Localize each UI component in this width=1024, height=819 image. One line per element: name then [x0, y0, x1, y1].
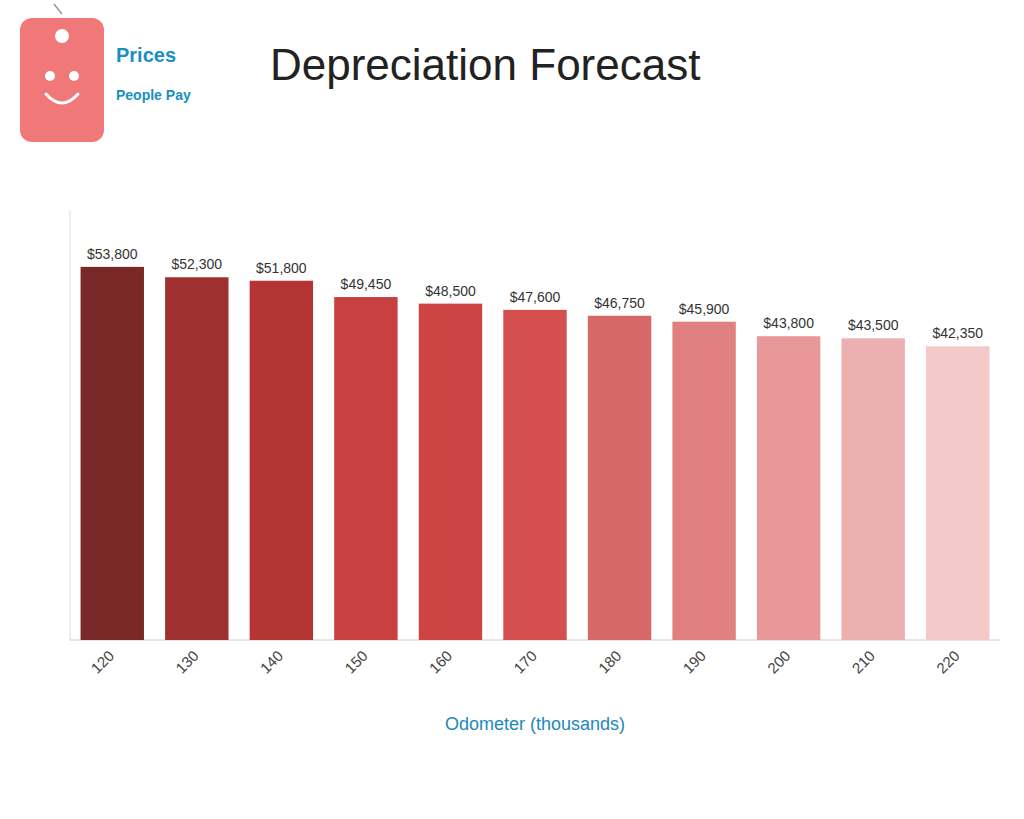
bars: [81, 267, 990, 640]
data-label: $42,350: [932, 325, 983, 341]
x-axis-label: Odometer (thousands): [445, 714, 625, 734]
data-label: $47,600: [510, 289, 561, 305]
x-tick-label: 120: [87, 647, 117, 677]
logo-tag: [20, 18, 104, 142]
title: Depreciation Forecast: [270, 40, 700, 89]
bar: [419, 304, 482, 640]
x-tick-label: 220: [933, 647, 963, 677]
data-label: $43,800: [763, 315, 814, 331]
logo-smile: [46, 94, 78, 103]
bar: [81, 267, 144, 640]
bar: [588, 316, 651, 640]
bar: [841, 338, 904, 640]
data-label: $49,450: [341, 276, 392, 292]
x-tick-labels: 120 130 140 150 160 170 180 190 200 210 220: [87, 647, 962, 677]
x-tick-label: 170: [510, 647, 540, 677]
logo-eye: [45, 71, 55, 81]
data-labels: $53,800 $52,300 $51,800 $49,450 $48,500 $47,6…: [87, 246, 983, 341]
bar: [672, 322, 735, 640]
bar: [165, 277, 228, 640]
bar: [334, 297, 397, 640]
chart-svg: Prices People Pay Depreciation Forecast $53…: [0, 0, 1024, 819]
data-label: $46,750: [594, 295, 645, 311]
logo-eye: [69, 71, 79, 81]
x-tick-label: 180: [595, 647, 625, 677]
data-label: $45,900: [679, 301, 730, 317]
data-label: $48,500: [425, 283, 476, 299]
x-tick-label: 200: [764, 647, 794, 677]
logo-hole: [55, 29, 69, 43]
x-tick-label: 210: [848, 647, 878, 677]
data-label: $51,800: [256, 260, 307, 276]
data-label: $52,300: [172, 256, 223, 272]
x-tick-label: 160: [426, 647, 456, 677]
y-axis-line: [70, 210, 71, 640]
bar: [503, 310, 566, 640]
logo: [20, 4, 104, 142]
x-tick-label: 190: [679, 647, 709, 677]
bar: [926, 346, 989, 640]
x-tick-label: 130: [172, 647, 202, 677]
data-label: $43,500: [848, 317, 899, 333]
x-tick-label: 150: [341, 647, 371, 677]
logo-text: People Pay: [116, 87, 191, 103]
data-label: $53,800: [87, 246, 138, 262]
chart-container: Prices People Pay Depreciation Forecast $53…: [0, 0, 1024, 819]
logo-text: Prices: [116, 44, 176, 66]
logo-cord: [54, 4, 62, 14]
bar: [757, 336, 820, 640]
x-tick-label: 140: [257, 647, 287, 677]
bar: [250, 281, 313, 640]
